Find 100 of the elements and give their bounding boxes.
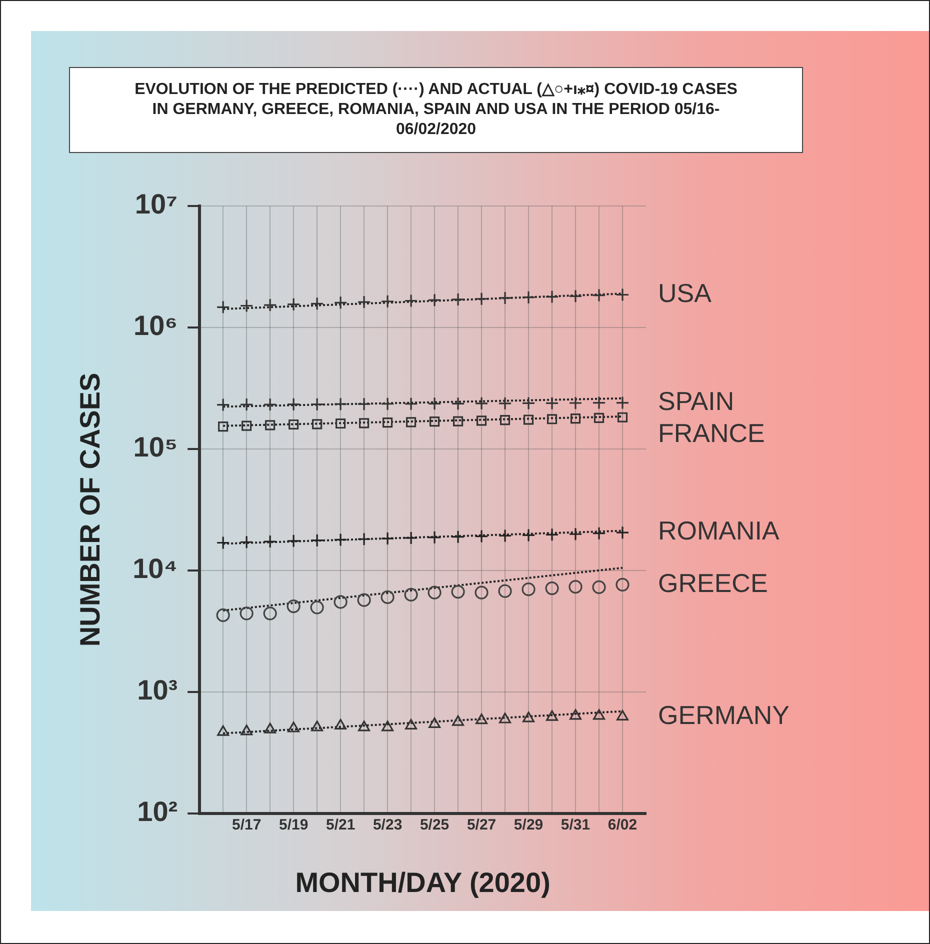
point xyxy=(263,398,277,412)
point xyxy=(263,298,277,312)
chart-title: EVOLUTION OF THE PREDICTED (····) AND ACTUAL (△○+ı⁎¤) COVID-19 CASES IN GERMANY, GREECE, ROMANIA, SPAIN AND USA IN THE PERIOD 05/16-06/02/2020 xyxy=(69,67,803,153)
point xyxy=(545,396,559,410)
point xyxy=(428,396,442,410)
y-tick-label: 10² xyxy=(137,796,178,828)
point xyxy=(616,396,630,410)
point xyxy=(476,713,488,724)
point xyxy=(570,709,582,720)
x-tick-label: 6/02 xyxy=(608,816,638,834)
point xyxy=(545,528,559,542)
point xyxy=(428,586,442,600)
point xyxy=(382,418,393,428)
point xyxy=(545,581,559,596)
point xyxy=(216,300,230,314)
point xyxy=(380,532,394,546)
point xyxy=(311,720,324,732)
point xyxy=(264,722,276,734)
point xyxy=(288,419,299,430)
point xyxy=(594,412,604,423)
point xyxy=(498,396,512,410)
point xyxy=(498,291,512,305)
point xyxy=(592,580,606,594)
point xyxy=(404,531,418,545)
point xyxy=(357,532,371,546)
series-label: FRANCE xyxy=(658,418,765,448)
point xyxy=(451,585,465,599)
point xyxy=(474,530,488,544)
point xyxy=(286,534,300,548)
point xyxy=(240,535,254,549)
point xyxy=(570,413,581,424)
point xyxy=(380,294,394,308)
point xyxy=(334,532,348,547)
point xyxy=(451,396,465,410)
series-label: GERMANY xyxy=(658,700,790,730)
point xyxy=(568,580,582,594)
point xyxy=(310,398,324,412)
point xyxy=(357,397,371,411)
point xyxy=(357,593,371,607)
point xyxy=(240,298,254,313)
point xyxy=(499,712,512,724)
point xyxy=(428,530,442,544)
point xyxy=(430,416,440,427)
point xyxy=(286,599,300,614)
point xyxy=(498,528,512,543)
point xyxy=(218,421,228,432)
x-tick-label: 5/31 xyxy=(560,816,590,834)
point xyxy=(240,398,254,412)
series-label: ROMANIA xyxy=(658,516,780,546)
point xyxy=(240,606,254,620)
series-label: USA xyxy=(658,278,712,308)
y-tick-label: 10⁶ xyxy=(134,310,178,342)
point xyxy=(592,288,606,302)
x-axis-title: MONTH/DAY (2020) xyxy=(295,866,550,898)
point xyxy=(263,534,277,548)
series-label: GREECE xyxy=(658,568,768,598)
point xyxy=(568,396,582,410)
point xyxy=(616,578,630,592)
point xyxy=(334,718,347,730)
point xyxy=(451,292,465,306)
point xyxy=(500,415,510,426)
y-axis-title: NUMBER OF CASES xyxy=(74,372,106,647)
point xyxy=(522,712,535,722)
point xyxy=(359,418,370,428)
x-tick-label: 5/25 xyxy=(420,816,450,834)
point xyxy=(336,418,346,429)
point xyxy=(474,396,488,410)
point xyxy=(522,290,536,304)
point xyxy=(498,584,512,598)
point xyxy=(334,595,348,609)
x-tick-label: 5/27 xyxy=(466,816,496,834)
point xyxy=(474,586,488,600)
point xyxy=(523,414,534,425)
point xyxy=(216,536,230,550)
point xyxy=(545,290,559,304)
point xyxy=(380,590,394,604)
point xyxy=(568,289,582,303)
point xyxy=(568,527,582,541)
point xyxy=(522,582,536,596)
x-tick-label: 5/17 xyxy=(232,816,262,834)
point xyxy=(592,396,606,410)
point xyxy=(592,526,606,540)
point xyxy=(546,414,558,424)
y-tick-label: 10³ xyxy=(137,674,178,706)
point xyxy=(428,293,442,307)
point xyxy=(286,298,300,312)
point xyxy=(616,526,630,540)
x-tick-label: 5/23 xyxy=(372,816,402,834)
point xyxy=(593,709,606,720)
point xyxy=(263,606,277,620)
point xyxy=(546,710,558,721)
point xyxy=(406,417,416,428)
point xyxy=(358,720,370,732)
point xyxy=(310,600,324,614)
point xyxy=(288,722,300,732)
point xyxy=(404,397,418,411)
point xyxy=(334,397,348,411)
point xyxy=(312,419,322,430)
point xyxy=(428,717,441,728)
point xyxy=(380,397,394,411)
